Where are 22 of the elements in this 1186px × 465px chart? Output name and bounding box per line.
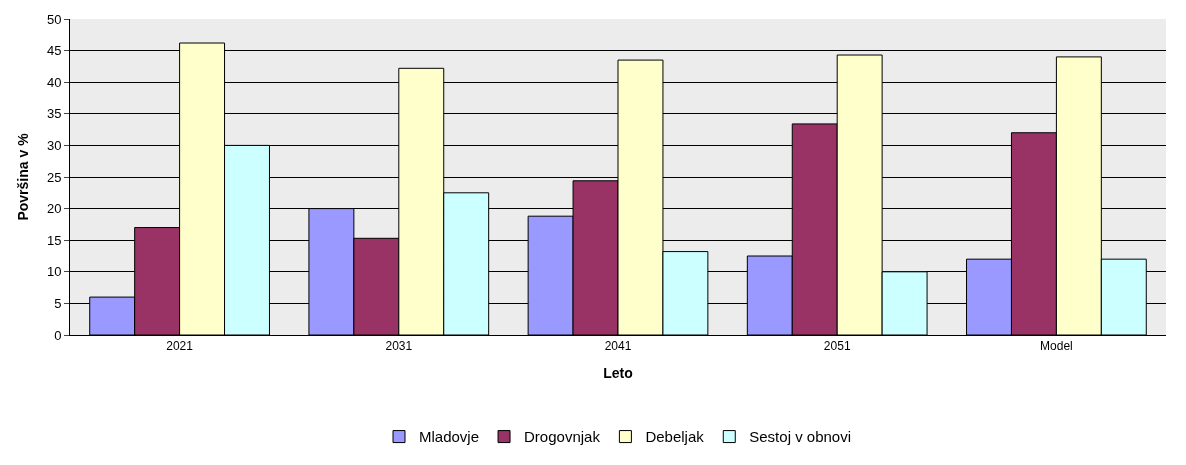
legend-label: Sestoj v obnovi <box>749 428 851 446</box>
legend-label: Debeljak <box>645 428 705 446</box>
legend-label: Mladovje <box>419 428 480 446</box>
x-tick-label: 2041 <box>604 339 632 354</box>
x-tick-label: 2051 <box>823 339 851 354</box>
y-tick-label: 10 <box>46 264 62 280</box>
y-tick-label: 30 <box>46 137 62 153</box>
y-tick-label: 35 <box>46 106 62 122</box>
y-tick-label: 50 <box>46 11 62 27</box>
legend-label: Drogovnjak <box>524 428 601 446</box>
y-tick-label: 40 <box>46 74 62 90</box>
y-axis-title: Površina v % <box>14 132 31 221</box>
x-tick-label: 2031 <box>385 339 413 354</box>
x-tick-label: Model <box>1040 339 1073 354</box>
y-tick-label: 5 <box>54 295 62 311</box>
y-tick-label: 25 <box>46 169 62 185</box>
y-tick-label: 45 <box>46 43 62 59</box>
x-axis-title: Leto <box>603 364 633 381</box>
y-tick-label: 20 <box>46 201 62 217</box>
x-tick-label: 2021 <box>166 339 194 354</box>
y-tick-label: 0 <box>54 327 62 343</box>
y-tick-label: 15 <box>46 232 62 248</box>
